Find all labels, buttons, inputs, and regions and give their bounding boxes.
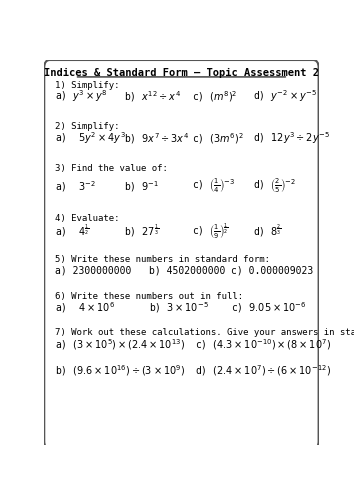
Text: d) $y^{-2} \times y^{-5}$: d) $y^{-2} \times y^{-5}$: [253, 88, 317, 104]
Text: a) $y^3 \times y^8$: a) $y^3 \times y^8$: [55, 88, 108, 104]
Text: 7) Work out these calculations. Give your answers in standard form:: 7) Work out these calculations. Give you…: [55, 328, 354, 337]
Text: c) 0.000009023: c) 0.000009023: [231, 266, 313, 276]
Text: a) 2300000000: a) 2300000000: [55, 266, 132, 276]
Text: d) $\left(\frac{2}{5}\right)^{-2}$: d) $\left(\frac{2}{5}\right)^{-2}$: [253, 177, 296, 196]
Text: b) $x^{12} \div x^4$: b) $x^{12} \div x^4$: [124, 89, 181, 104]
Text: b) 4502000000: b) 4502000000: [149, 266, 225, 276]
Text: a) $(3 \times 10^5) \times (2.4 \times 10^{13})$: a) $(3 \times 10^5) \times (2.4 \times 1…: [55, 336, 185, 351]
Text: 6) Write these numbers out in full:: 6) Write these numbers out in full:: [55, 292, 243, 300]
Text: d) $8^{\frac{2}{3}}$: d) $8^{\frac{2}{3}}$: [253, 222, 282, 239]
Text: 1) Simplify:: 1) Simplify:: [55, 80, 120, 90]
Text: c) $(3m^6)^2$: c) $(3m^6)^2$: [193, 131, 244, 146]
Text: 2) Simplify:: 2) Simplify:: [55, 122, 120, 130]
Text: Indices & Standard Form – Topic Assessment 2: Indices & Standard Form – Topic Assessme…: [44, 68, 319, 78]
Text: a)  $5y^2 \times 4y^3$: a) $5y^2 \times 4y^3$: [55, 130, 126, 146]
Text: b) $27^{\frac{1}{3}}$: b) $27^{\frac{1}{3}}$: [124, 222, 159, 239]
Text: c) $(m^8)^2$: c) $(m^8)^2$: [193, 89, 238, 104]
Text: c) $(4.3 \times 10^{-10}) \times (8 \times 10^7)$: c) $(4.3 \times 10^{-10}) \times (8 \tim…: [195, 336, 331, 351]
Text: b) $3 \times 10^{-5}$: b) $3 \times 10^{-5}$: [149, 300, 208, 315]
Text: b) $(9.6 \times 10^{16}) \div (3 \times 10^9)$: b) $(9.6 \times 10^{16}) \div (3 \times …: [55, 364, 185, 378]
FancyBboxPatch shape: [44, 60, 319, 449]
Text: 3) Find the value of:: 3) Find the value of:: [55, 164, 168, 173]
Text: 4) Evaluate:: 4) Evaluate:: [55, 214, 120, 223]
Text: c) $9.05 \times 10^{-6}$: c) $9.05 \times 10^{-6}$: [231, 300, 306, 315]
Text: a)  $4 \times 10^6$: a) $4 \times 10^6$: [55, 300, 115, 315]
Text: 5) Write these numbers in standard form:: 5) Write these numbers in standard form:: [55, 254, 270, 264]
Text: a)  $4^{\frac{1}{2}}$: a) $4^{\frac{1}{2}}$: [55, 222, 90, 239]
Text: c) $\left(\frac{1}{4}\right)^{-3}$: c) $\left(\frac{1}{4}\right)^{-3}$: [193, 177, 236, 196]
Text: a)  $3^{-2}$: a) $3^{-2}$: [55, 179, 96, 194]
Text: d) $12y^3 \div 2y^{-5}$: d) $12y^3 \div 2y^{-5}$: [253, 130, 330, 146]
Text: b) $9x^7 \div 3x^4$: b) $9x^7 \div 3x^4$: [124, 131, 189, 146]
Text: c) $\left(\frac{1}{9}\right)^{\frac{1}{2}}$: c) $\left(\frac{1}{9}\right)^{\frac{1}{2…: [193, 221, 229, 240]
Text: d) $(2.4 \times 10^7) \div (6 \times 10^{-12})$: d) $(2.4 \times 10^7) \div (6 \times 10^…: [195, 364, 331, 378]
Text: b) $9^{-1}$: b) $9^{-1}$: [124, 179, 159, 194]
